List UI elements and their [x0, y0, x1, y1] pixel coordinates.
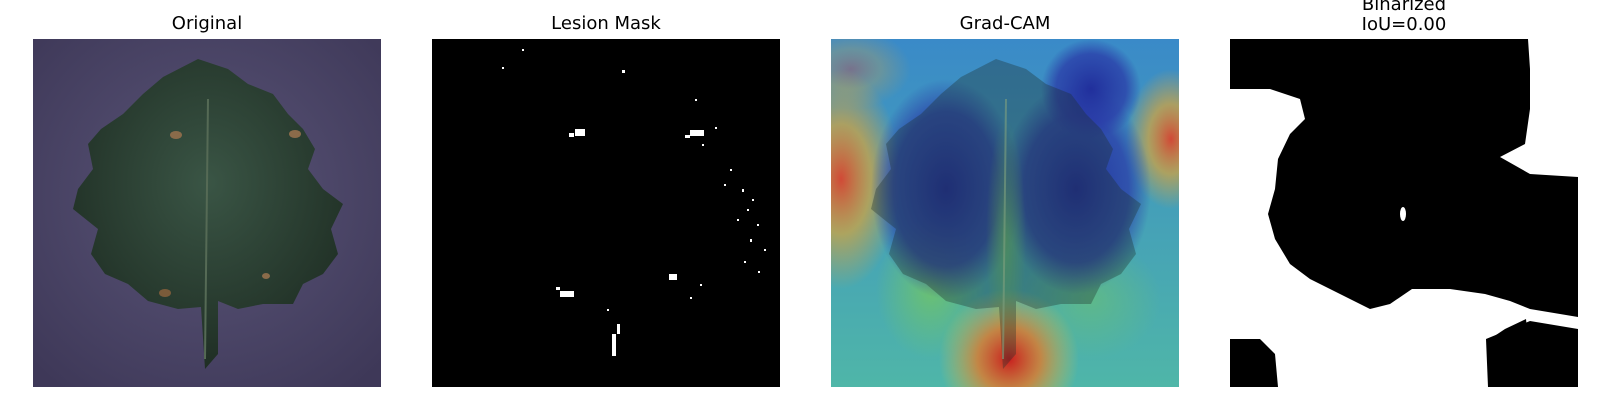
panel-title-lesion-mask: Lesion Mask	[551, 13, 661, 34]
binarized-image	[1230, 39, 1578, 387]
panel-title-binarized: Binarized IoU=0.00	[1230, 0, 1578, 35]
panel-title-grad-cam: Grad-CAM	[959, 13, 1051, 34]
grad-cam-image	[831, 39, 1179, 387]
panel-title-binarized-line1: Binarized	[1361, 0, 1447, 15]
original-image	[33, 39, 381, 387]
panel-title-binarized-line2: IoU=0.00	[1361, 14, 1447, 35]
panel-title-original: Original	[171, 13, 243, 34]
lesion-mask-image	[432, 39, 780, 387]
